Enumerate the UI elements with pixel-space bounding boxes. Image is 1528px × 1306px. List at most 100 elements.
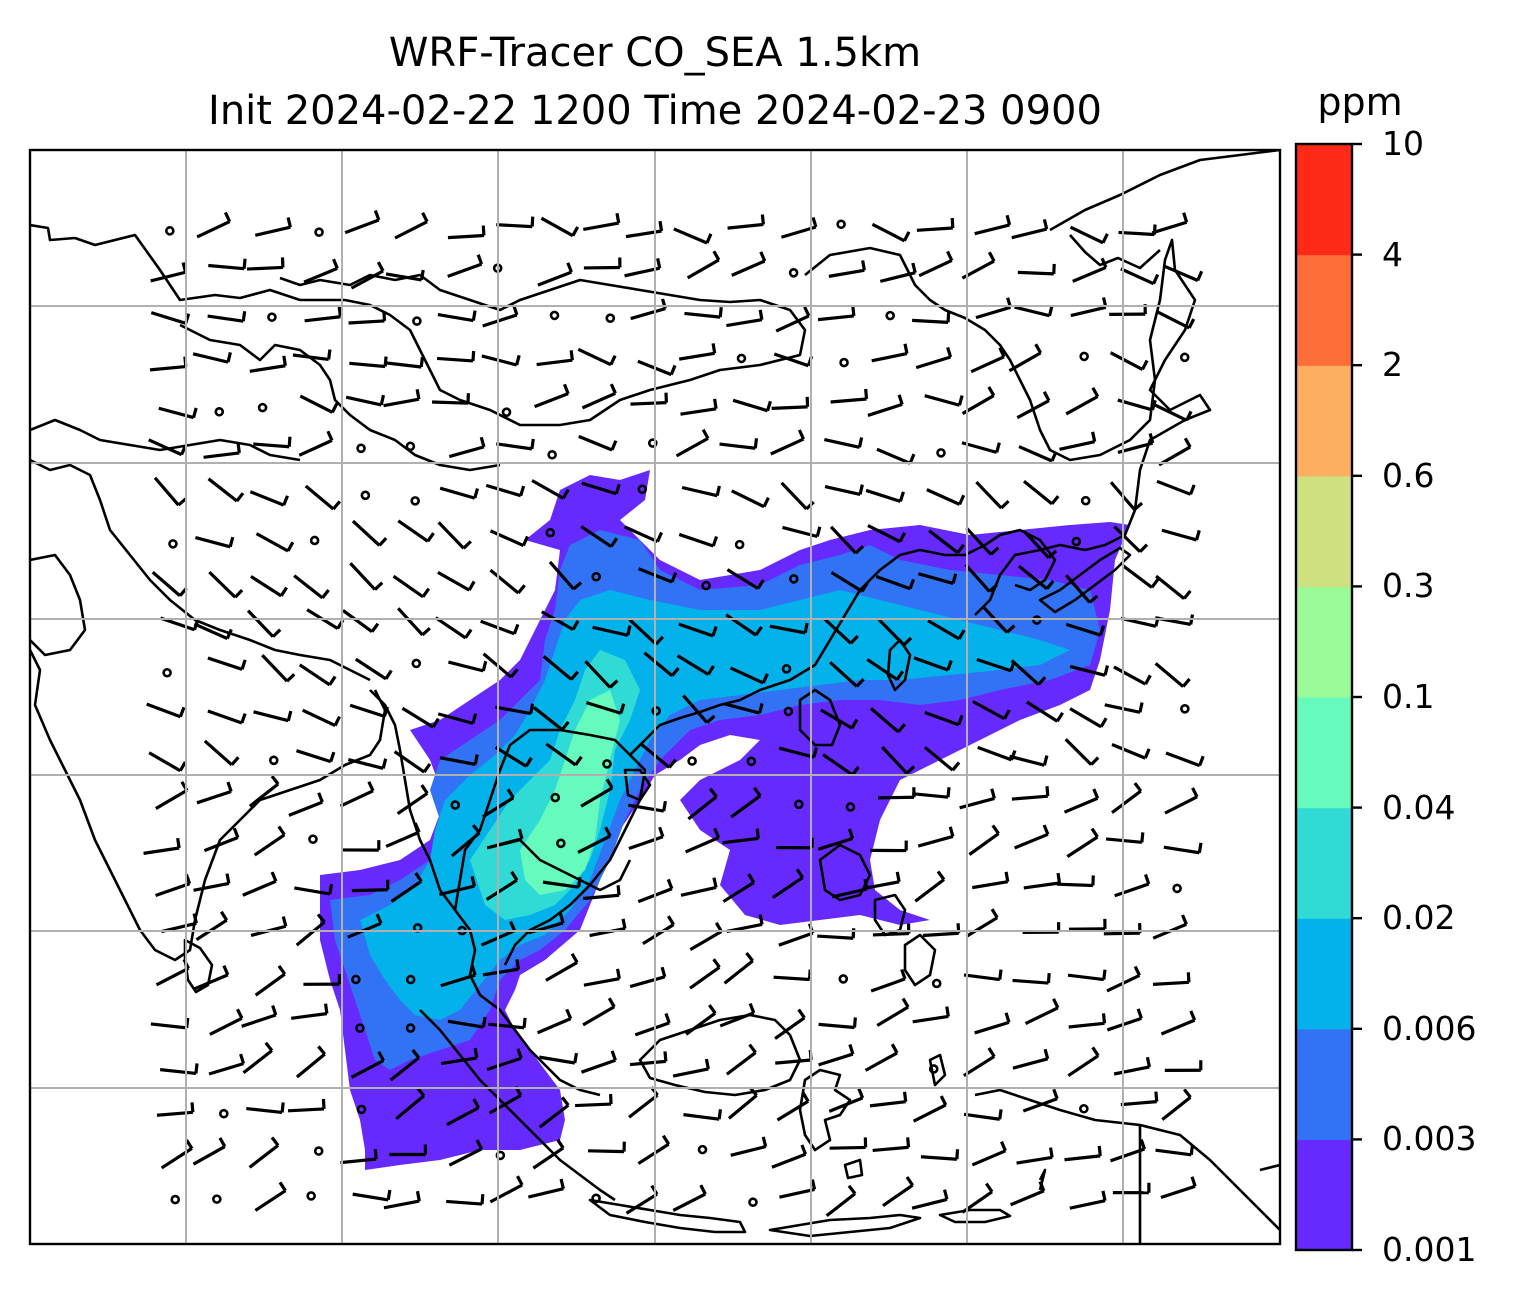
colorbar-tick-label: 2 [1382, 345, 1403, 385]
wind-barb [350, 1050, 385, 1079]
calm-wind-marker [836, 219, 846, 230]
wind-barb [877, 618, 913, 647]
wind-barb [196, 781, 233, 805]
wind-barb [927, 619, 966, 641]
wind-barb [865, 488, 905, 503]
wind-barb [975, 480, 1010, 510]
wind-barb [726, 309, 764, 328]
wind-barb [719, 438, 759, 450]
wind-barb [345, 394, 386, 407]
wind-barb [592, 625, 632, 637]
calm-wind-marker [591, 571, 601, 582]
wind-barb [912, 787, 951, 799]
wind-barb [922, 923, 961, 938]
wind-barb [344, 210, 381, 235]
wind-barb [872, 1137, 911, 1153]
wind-barb [1109, 351, 1149, 371]
wind-barb [682, 694, 716, 724]
wind-barb [242, 871, 278, 897]
wind-barb [912, 1006, 950, 1024]
wind-barb [578, 434, 618, 452]
calm-wind-marker [351, 974, 361, 985]
wind-barb [351, 519, 388, 547]
wind-barb [208, 1053, 246, 1076]
wind-barb [971, 1140, 1007, 1167]
wind-barb [1011, 219, 1049, 240]
wind-barb [195, 910, 229, 942]
wind-barb [437, 521, 472, 550]
wind-barb [146, 702, 186, 719]
wind-barb [574, 1094, 613, 1108]
wind-barb [629, 966, 667, 989]
wind-barb [294, 883, 334, 896]
map-frame [28, 148, 1282, 1246]
wind-barb [440, 965, 477, 988]
calm-wind-marker [257, 402, 268, 413]
wind-barb [914, 870, 946, 903]
wind-barb [160, 1139, 194, 1170]
calm-wind-marker [268, 755, 279, 766]
calm-wind-marker [748, 1197, 758, 1208]
wind-barb [681, 485, 721, 498]
calm-wind-marker [410, 496, 420, 506]
wind-barb [1064, 738, 1100, 766]
wind-barb [494, 745, 533, 768]
wind-barb [155, 958, 190, 987]
wind-barb [730, 786, 762, 819]
wind-barb [1160, 1010, 1197, 1036]
calm-wind-marker [701, 580, 711, 591]
wind-barb [496, 438, 535, 451]
wind-barb [689, 922, 723, 952]
wind-barb [196, 211, 232, 239]
wind-barbs [143, 210, 1205, 1217]
wind-barb [396, 784, 429, 815]
wind-barb [818, 1017, 857, 1030]
wind-barb [630, 392, 669, 406]
wind-barb [352, 1189, 392, 1202]
wind-barb [1164, 787, 1199, 815]
calm-wind-marker [605, 313, 616, 324]
wind-barb [193, 873, 231, 892]
wind-barb [348, 310, 387, 325]
calm-wind-marker [170, 1194, 181, 1205]
wind-barb [642, 915, 675, 945]
calm-wind-marker [308, 834, 318, 844]
wind-barb [629, 1051, 668, 1067]
wind-barb [287, 1098, 326, 1113]
plume-level-4 [520, 690, 620, 895]
wind-barb [1013, 824, 1050, 850]
colorbar-swatch-2 [1296, 918, 1352, 1030]
wind-barb [959, 788, 996, 810]
calm-wind-marker [651, 706, 661, 716]
wind-barb [628, 618, 665, 646]
wind-barb [253, 825, 286, 857]
wind-barb [584, 660, 619, 689]
wind-barb [773, 969, 812, 982]
wind-barb [1106, 1008, 1143, 1032]
wind-barb [1068, 918, 1107, 931]
wind-barb [917, 572, 958, 586]
wind-barb [869, 707, 907, 734]
wind-barb [1069, 225, 1109, 245]
wind-barb [912, 312, 951, 324]
calm-wind-marker [885, 310, 895, 321]
calm-wind-marker [591, 1193, 601, 1204]
map-title-line-2: Init 2024-02-22 1200 Time 2024-02-23 090… [208, 88, 1102, 134]
wind-barb [867, 394, 904, 417]
wind-barb [1022, 1088, 1059, 1113]
wind-barb [823, 617, 859, 645]
wind-barb [580, 1050, 617, 1074]
wind-barb [1064, 574, 1099, 604]
wind-barb [924, 710, 964, 727]
wind-barb [684, 307, 723, 319]
wind-barb [208, 258, 247, 271]
wind-barb [719, 1002, 756, 1028]
wind-barb [580, 778, 614, 808]
wind-barb [192, 352, 232, 364]
wind-barb [1012, 1048, 1050, 1070]
calm-wind-marker [839, 357, 849, 368]
wind-barb [434, 616, 473, 640]
wind-barb [448, 1139, 483, 1167]
wind-barb [1109, 1139, 1147, 1163]
wind-barb [871, 343, 909, 363]
